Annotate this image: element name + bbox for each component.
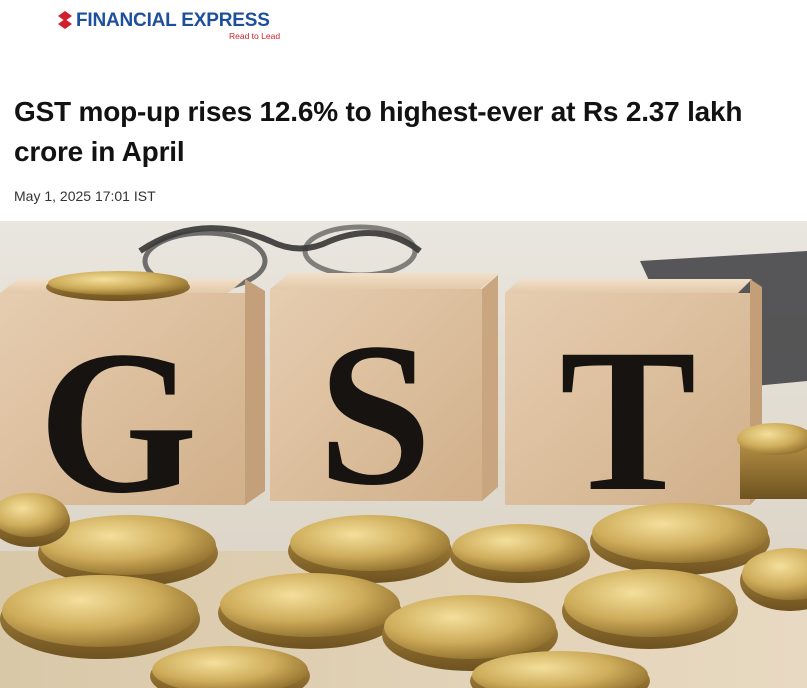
coin-stack-right [737, 423, 807, 499]
fe-mark-icon [58, 11, 74, 29]
cube-letter-g: G [38, 309, 197, 536]
site-tagline: Read to Lead [229, 31, 281, 41]
cube-t: T [505, 279, 762, 534]
hero-image: G S T [0, 221, 807, 688]
site-name: FINANCIAL EXPRESS [76, 10, 270, 31]
article-dateline: May 1, 2025 17:01 IST [14, 188, 156, 204]
cube-s: S [270, 273, 500, 528]
article-headline: GST mop-up rises 12.6% to highest-ever a… [14, 96, 743, 167]
site-header: FINANCIAL EXPRESS Read to Lead [0, 0, 807, 46]
cube-letter-t: T [560, 307, 697, 534]
coins-foreground [0, 493, 807, 688]
cube-letter-s: S [318, 301, 432, 528]
glasses-shape [138, 225, 422, 254]
